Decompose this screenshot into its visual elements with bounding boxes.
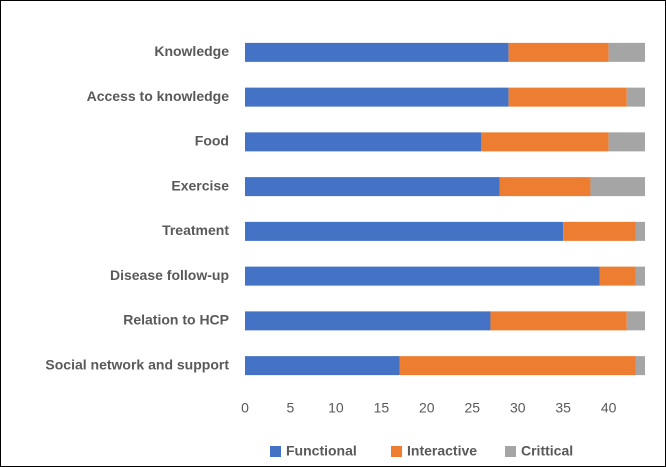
bar-segment bbox=[245, 311, 491, 331]
legend-label: Interactive bbox=[407, 443, 477, 459]
bar-segment bbox=[245, 356, 400, 376]
x-tick-label: 35 bbox=[555, 400, 571, 416]
legend-label: Crittical bbox=[521, 443, 573, 459]
bar-segment bbox=[499, 177, 591, 197]
category-label: Knowledge bbox=[154, 43, 229, 59]
bar-segment bbox=[490, 311, 627, 331]
category-label: Social network and support bbox=[45, 356, 229, 372]
bar-segment bbox=[245, 177, 500, 197]
bar-segment bbox=[508, 87, 627, 107]
legend-swatch bbox=[505, 446, 516, 457]
category-label: Relation to HCP bbox=[123, 312, 229, 328]
bar-segment bbox=[245, 221, 564, 241]
legend-swatch bbox=[270, 446, 281, 457]
category-label: Exercise bbox=[171, 177, 229, 193]
bar-segment bbox=[590, 177, 645, 197]
bar-segment bbox=[626, 311, 645, 331]
bar-segment bbox=[635, 356, 645, 376]
bar-segment bbox=[245, 266, 600, 286]
x-tick-label: 40 bbox=[601, 400, 617, 416]
category-label: Access to knowledge bbox=[87, 88, 230, 104]
x-tick-label: 0 bbox=[241, 400, 249, 416]
bar-segment bbox=[599, 266, 636, 286]
bar-segment bbox=[563, 221, 636, 241]
x-tick-label: 10 bbox=[328, 400, 344, 416]
legend-label: Functional bbox=[286, 443, 357, 459]
x-tick-label: 25 bbox=[464, 400, 480, 416]
bar-segment bbox=[245, 42, 509, 62]
x-tick-label: 15 bbox=[374, 400, 390, 416]
bar-segment bbox=[481, 132, 609, 152]
bar-segment bbox=[399, 356, 636, 376]
bar-segment bbox=[626, 87, 645, 107]
x-tick-label: 20 bbox=[419, 400, 435, 416]
legend-swatch bbox=[391, 446, 402, 457]
bar-segment bbox=[245, 132, 482, 152]
category-label: Food bbox=[195, 133, 229, 149]
bar-segment bbox=[245, 87, 509, 107]
bar-segment bbox=[608, 132, 645, 152]
x-tick-label: 5 bbox=[287, 400, 295, 416]
category-label: Treatment bbox=[162, 222, 229, 238]
bar-segment bbox=[508, 42, 609, 62]
bar-segment bbox=[608, 42, 645, 62]
x-tick-label: 30 bbox=[510, 400, 526, 416]
category-label: Disease follow-up bbox=[110, 267, 229, 283]
bar-segment bbox=[635, 221, 645, 241]
bar-segment bbox=[635, 266, 645, 286]
